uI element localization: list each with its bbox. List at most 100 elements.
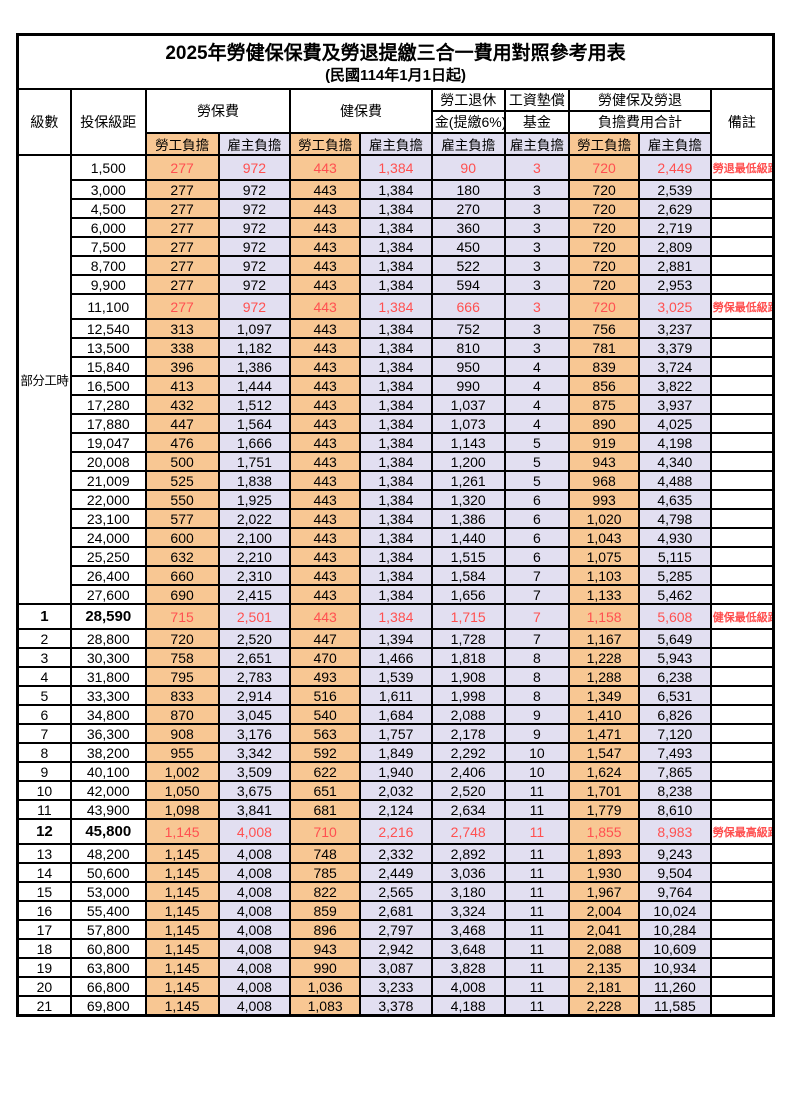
fee-cell: 3 bbox=[503, 274, 571, 295]
fee-cell: 8 bbox=[503, 647, 571, 668]
fee-cell: 1,444 bbox=[217, 375, 292, 396]
level-cell: 12 bbox=[16, 818, 72, 845]
remark-cell bbox=[709, 255, 775, 276]
fee-cell: 450 bbox=[430, 236, 506, 257]
fee-cell: 6,826 bbox=[637, 704, 712, 725]
fee-cell: 1,384 bbox=[359, 179, 433, 200]
fee-cell: 720 bbox=[568, 293, 640, 320]
table-row: 8,700 277 972 443 1,384 522 3 720 2,881 bbox=[18, 255, 775, 276]
col-header-health-insurance: 健保費 bbox=[289, 88, 433, 134]
fee-cell: 443 bbox=[289, 546, 362, 567]
level-cell: 16 bbox=[16, 900, 72, 921]
fee-cell: 660 bbox=[144, 565, 220, 586]
bracket-cell: 36,300 bbox=[69, 723, 147, 744]
fee-cell: 443 bbox=[289, 236, 362, 257]
fee-cell: 7 bbox=[503, 584, 571, 605]
remark-cell bbox=[709, 413, 775, 434]
fee-cell: 7 bbox=[503, 565, 571, 586]
fee-cell: 1,384 bbox=[359, 603, 433, 630]
col-header-remark: 備註 bbox=[709, 88, 775, 156]
table-row: 15,840 396 1,386 443 1,384 950 4 839 3,724 bbox=[18, 356, 775, 377]
table-row: 13 48,200 1,145 4,008 748 2,332 2,892 11 1,893 9,… bbox=[16, 843, 775, 864]
fee-cell: 1,564 bbox=[217, 413, 292, 434]
fee-cell: 4,635 bbox=[637, 489, 712, 510]
fee-cell: 1,466 bbox=[359, 647, 433, 668]
fee-cell: 4 bbox=[503, 394, 571, 415]
remark-cell bbox=[709, 995, 775, 1017]
remark-cell bbox=[709, 780, 775, 801]
bracket-cell: 19,047 bbox=[69, 432, 147, 453]
fee-cell: 2,501 bbox=[217, 603, 292, 630]
remark-cell bbox=[709, 685, 775, 706]
bracket-cell: 4,500 bbox=[69, 198, 147, 219]
fee-cell: 972 bbox=[217, 154, 292, 181]
col-header-wage-fund-line1: 工資墊償 bbox=[503, 88, 571, 112]
table-row: 14 50,600 1,145 4,008 785 2,449 3,036 11 1,930 9,… bbox=[16, 862, 775, 883]
fee-cell: 1,103 bbox=[568, 565, 640, 586]
level-cell: 4 bbox=[16, 666, 72, 687]
table-row: 6,000 277 972 443 1,384 360 3 720 2,719 bbox=[18, 217, 775, 238]
fee-cell: 540 bbox=[289, 704, 362, 725]
fee-cell: 2,332 bbox=[359, 843, 433, 864]
subheader-health-employer: 雇主負擔 bbox=[359, 132, 433, 156]
fee-cell: 1,539 bbox=[359, 666, 433, 687]
fee-cell: 443 bbox=[289, 356, 362, 377]
fee-cell: 5 bbox=[503, 470, 571, 491]
fee-cell: 2,719 bbox=[637, 217, 712, 238]
header-row-2: 金(提繳6%) 基金 負擔費用合計 bbox=[18, 110, 774, 134]
fee-cell: 90 bbox=[430, 154, 506, 181]
fee-cell: 1,228 bbox=[568, 647, 640, 668]
col-header-level: 級數 bbox=[16, 88, 72, 156]
fee-cell: 1,050 bbox=[144, 780, 220, 801]
fee-cell: 3,342 bbox=[217, 742, 292, 763]
fee-cell: 2,415 bbox=[217, 584, 292, 605]
fee-cell: 11 bbox=[503, 938, 571, 959]
fee-cell: 756 bbox=[568, 318, 640, 339]
fee-cell: 11 bbox=[503, 957, 571, 978]
table-row: 17,280 432 1,512 443 1,384 1,037 4 875 3,937 bbox=[18, 394, 775, 415]
fee-cell: 2,210 bbox=[217, 546, 292, 567]
fee-cell: 3,468 bbox=[430, 919, 506, 940]
fee-cell: 2,634 bbox=[430, 799, 506, 820]
fee-cell: 443 bbox=[289, 293, 362, 320]
table-row: 23,100 577 2,022 443 1,384 1,386 6 1,020 4,798 bbox=[18, 508, 775, 529]
level-cell: 1 bbox=[16, 603, 72, 630]
fee-cell: 443 bbox=[289, 413, 362, 434]
fee-cell: 1,666 bbox=[217, 432, 292, 453]
fee-cell: 1,145 bbox=[144, 900, 220, 921]
fee-cell: 720 bbox=[568, 274, 640, 295]
level-cell: 18 bbox=[16, 938, 72, 959]
fee-cell: 4,008 bbox=[217, 881, 292, 902]
fee-cell: 4,798 bbox=[637, 508, 712, 529]
fee-cell: 443 bbox=[289, 451, 362, 472]
fee-cell: 577 bbox=[144, 508, 220, 529]
fee-cell: 1,384 bbox=[359, 154, 433, 181]
fee-cell: 338 bbox=[144, 337, 220, 358]
remark-cell: 健保最低級距 bbox=[709, 603, 775, 630]
table-row: 10 42,000 1,050 3,675 651 2,032 2,520 11 1,701 8,… bbox=[16, 780, 775, 801]
table-row: 18 60,800 1,145 4,008 943 2,942 3,648 11 2,088 10… bbox=[16, 938, 775, 959]
fee-cell: 277 bbox=[144, 236, 220, 257]
subheader-health-employee: 勞工負擔 bbox=[289, 132, 362, 156]
fee-cell: 1,855 bbox=[568, 818, 640, 845]
subheader-total-employee: 勞工負擔 bbox=[568, 132, 640, 156]
bracket-cell: 40,100 bbox=[69, 761, 147, 782]
fee-cell: 3,176 bbox=[217, 723, 292, 744]
table-row: 5 33,300 833 2,914 516 1,611 1,998 8 1,349 6,531 bbox=[16, 685, 775, 706]
fee-cell: 8,983 bbox=[637, 818, 712, 845]
fee-cell: 1,020 bbox=[568, 508, 640, 529]
remark-cell bbox=[709, 375, 775, 396]
fee-cell: 443 bbox=[289, 179, 362, 200]
fee-cell: 1,715 bbox=[430, 603, 506, 630]
fee-cell: 6,531 bbox=[637, 685, 712, 706]
fee-cell: 2,797 bbox=[359, 919, 433, 940]
remark-cell bbox=[709, 546, 775, 567]
fee-cell: 6 bbox=[503, 527, 571, 548]
fee-cell: 955 bbox=[144, 742, 220, 763]
fee-cell: 4 bbox=[503, 356, 571, 377]
fee-cell: 8 bbox=[503, 666, 571, 687]
fee-cell: 594 bbox=[430, 274, 506, 295]
fee-cell: 1,384 bbox=[359, 546, 433, 567]
level-cell: 2 bbox=[16, 628, 72, 649]
fee-cell: 1,384 bbox=[359, 337, 433, 358]
